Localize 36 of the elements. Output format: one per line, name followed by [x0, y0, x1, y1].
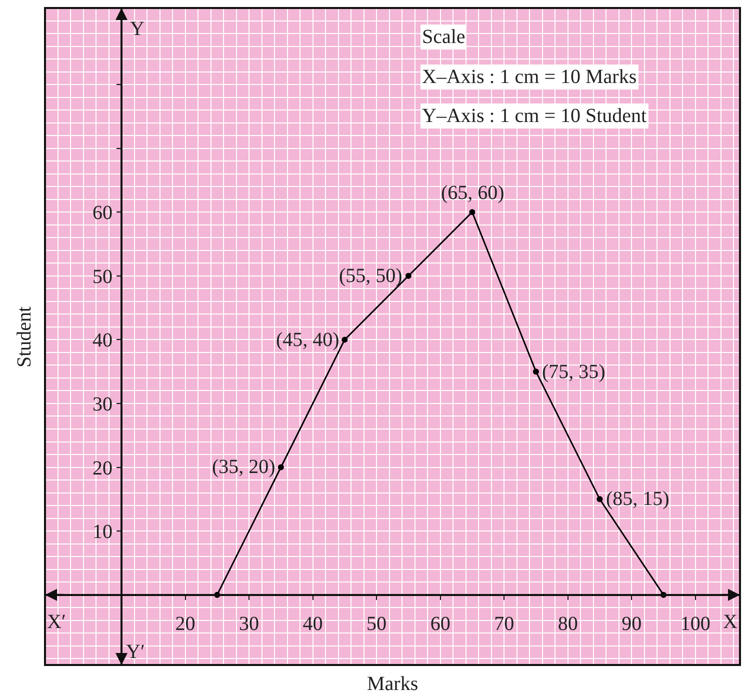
- y-tick-label: 10: [92, 521, 113, 544]
- annotation: Y′: [126, 641, 145, 663]
- annotation: (85, 15): [606, 488, 670, 510]
- x-tick-label: 80: [558, 612, 578, 635]
- x-tick-label: 90: [622, 612, 642, 635]
- point: [469, 209, 476, 216]
- x-tick-label: 40: [302, 612, 323, 635]
- point: [405, 272, 412, 279]
- annotation: (75, 35): [542, 361, 606, 383]
- y-tick-label: 50: [92, 266, 113, 288]
- annotation: Scale: [422, 26, 466, 48]
- annotation: (55, 50): [339, 265, 402, 287]
- x-axis-title: Marks: [367, 673, 418, 695]
- x-tick-label: 20: [175, 612, 196, 635]
- x-tick-label: 30: [239, 612, 260, 635]
- annotation: Y–Axis : 1 cm = 10 Student: [422, 105, 648, 127]
- annotation: (65, 60): [441, 182, 504, 204]
- point: [532, 368, 539, 375]
- y-axis-title: Student: [14, 306, 36, 368]
- x-tick-label: 60: [430, 612, 450, 635]
- annotation: X–Axis : 1 cm = 10 Marks: [422, 66, 637, 88]
- annotation: (45, 40): [276, 329, 340, 351]
- annotation: (35, 20): [212, 456, 276, 478]
- y-tick-label: 40: [92, 330, 113, 352]
- x-tick-label: 100: [680, 612, 710, 635]
- annotation: X: [723, 611, 738, 633]
- x-tick-label: 70: [494, 612, 514, 635]
- y-tick-label: 20: [92, 457, 113, 480]
- point: [342, 336, 348, 343]
- point: [596, 496, 603, 502]
- y-tick-label: 60: [92, 202, 113, 224]
- annotation: Y: [130, 18, 144, 40]
- x-tick-label: 50: [366, 612, 387, 635]
- point: [278, 464, 284, 470]
- y-tick-label: 30: [92, 393, 113, 416]
- annotation: X′: [47, 611, 66, 633]
